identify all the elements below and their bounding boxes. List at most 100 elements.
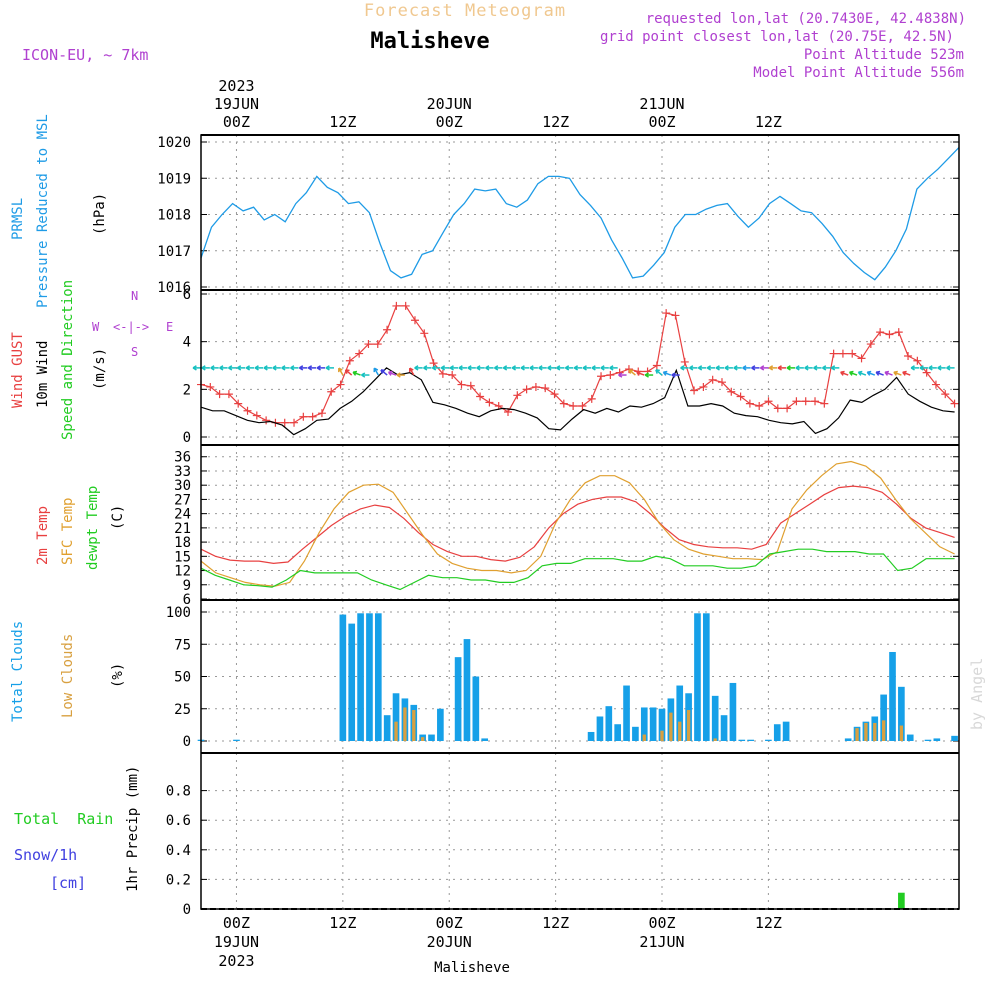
wind-arrow — [380, 369, 388, 376]
panel-bg — [201, 753, 959, 909]
wind-arrow — [201, 365, 210, 371]
top-tick-label: 00Z — [436, 113, 463, 131]
wind-arrow — [414, 365, 423, 371]
bottom-date-label: 20JUN — [427, 933, 472, 951]
gust-marker — [345, 356, 354, 365]
gust-marker — [336, 380, 345, 389]
wind-arrow — [272, 365, 281, 371]
y-tick-label: 75 — [174, 637, 191, 653]
total-cloud-bar — [437, 708, 444, 741]
bottom-tick-label: 00Z — [436, 914, 463, 932]
y-tick-label: 2 — [183, 382, 191, 398]
top-tick-label: 12Z — [329, 113, 356, 131]
wind-arrow — [458, 365, 467, 371]
footer-location: Malisheve — [434, 960, 510, 976]
clouds-unit-label: (%) — [110, 663, 126, 688]
wind-arrow — [494, 365, 503, 371]
gust-marker — [913, 356, 922, 365]
y-tick-label: 27 — [174, 492, 191, 508]
total-cloud-bar — [614, 724, 622, 741]
gust-marker — [876, 328, 885, 337]
total-cloud-bar — [738, 739, 746, 741]
gust-marker — [401, 301, 410, 310]
wind-arrow — [325, 365, 334, 371]
total-cloud-bar — [711, 695, 719, 741]
total-cloud-bar — [596, 716, 604, 741]
gust-marker — [690, 386, 699, 395]
grid-point-coords: grid point closest lon,lat (20.75E, 42.5… — [600, 29, 954, 45]
wind-arrow — [573, 365, 583, 371]
wind-arrow — [884, 370, 893, 376]
panel-precip: 0 0.2 0.4 0.6 0.8 — [166, 753, 959, 918]
wind-arrow — [919, 365, 928, 371]
y-tick-label: 12 — [174, 564, 191, 580]
y-tick-label: 6 — [183, 592, 191, 608]
wind-arrow — [591, 365, 600, 371]
top-date-label: 20JUN — [427, 95, 472, 113]
total-cloud-bar — [383, 715, 391, 741]
wind-arrow — [636, 370, 645, 376]
gust-marker — [941, 390, 950, 399]
total-cloud-bar — [880, 694, 887, 741]
gust-marker — [383, 325, 392, 334]
wind-arrow — [751, 365, 760, 371]
precip-labels: Total Rain Snow/1h [cm] 1hr Precip (mm) — [14, 766, 141, 892]
wind-arrow — [655, 369, 663, 376]
wind-arrow — [236, 365, 246, 371]
wind-arrow — [600, 365, 609, 371]
y-tick-label: 1019 — [157, 171, 191, 187]
total-cloud-bar — [472, 676, 480, 741]
wind-labels: Wind GUST 10m Wind Speed and Direction (… — [10, 280, 173, 440]
gust-marker — [857, 354, 866, 363]
panel-pressure: 1016 1017 1018 1019 1020 — [157, 135, 960, 296]
compass-e: E — [166, 320, 173, 334]
total-cloud-bar — [481, 738, 489, 741]
temp-unit-label: (C) — [110, 505, 126, 530]
wind-arrow — [662, 370, 672, 376]
gust-marker — [476, 392, 485, 401]
gust-marker — [931, 380, 940, 389]
wind-gust-label: Wind GUST — [10, 332, 26, 408]
bottom-date-label: 19JUN — [214, 933, 259, 951]
gust-marker — [671, 311, 680, 320]
wind-arrow — [316, 365, 326, 371]
low-cloud-bar — [899, 725, 904, 741]
bottom-date-label: 21JUN — [639, 933, 684, 951]
total-cloud-bar — [765, 739, 772, 741]
gust-marker — [866, 340, 875, 349]
bottom-year-label: 2023 — [218, 952, 254, 970]
snow-label: Snow/1h — [14, 846, 77, 864]
temp-sfc-label: SFC Temp — [60, 498, 76, 565]
precip-axis-label: 1hr Precip (mm) — [125, 766, 141, 892]
wind-arrow — [804, 365, 813, 371]
gust-marker — [466, 381, 475, 390]
gust-marker — [429, 359, 438, 368]
watermark: by Angel — [968, 658, 986, 730]
gust-marker — [290, 418, 299, 427]
total-cloud-bar — [720, 715, 728, 741]
panel-clouds: 0 25 50 75 100 — [166, 600, 959, 753]
gust-marker — [243, 406, 252, 415]
total-cloud-bar — [933, 738, 941, 741]
wind-arrow — [396, 372, 405, 378]
y-tick-label: 1018 — [157, 208, 191, 224]
gust-marker — [717, 378, 726, 387]
low-cloud-bar — [394, 721, 398, 741]
bottom-tick-label: 00Z — [648, 914, 675, 932]
wind-arrow — [689, 365, 698, 371]
wind-arrow — [373, 367, 379, 376]
gust-marker — [755, 402, 764, 411]
wind-arrow — [520, 365, 530, 371]
wind-arrow — [582, 365, 592, 371]
gust-marker — [308, 412, 317, 421]
wind-arrow — [848, 370, 858, 376]
low-cloud-bar — [660, 730, 664, 741]
compass-s: S — [131, 345, 138, 359]
low-cloud-bar — [864, 722, 868, 741]
wind-arrow — [538, 365, 547, 371]
gust-marker — [578, 402, 587, 411]
total-cloud-bar — [640, 707, 648, 741]
low-cloud-bar — [412, 710, 416, 741]
y-tick-label: 21 — [174, 521, 191, 537]
